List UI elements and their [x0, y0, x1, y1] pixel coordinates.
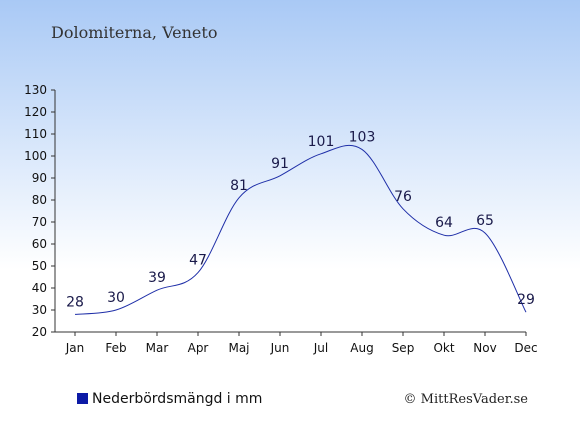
data-label: 64	[435, 215, 453, 231]
data-label: 47	[189, 253, 207, 269]
data-label: 29	[517, 292, 535, 308]
chart-title: Dolomiterna, Veneto	[51, 23, 217, 42]
data-label: 76	[394, 189, 412, 205]
x-tick-label: Mar	[146, 341, 169, 355]
y-tick-label: 120	[24, 105, 47, 119]
data-label: 65	[476, 213, 494, 229]
y-tick-label: 100	[24, 149, 47, 163]
x-axis: Jan Feb Mar Apr Maj Jun Jul Aug Sep Okt Nov Dec	[55, 331, 538, 355]
series-layer	[74, 144, 527, 315]
y-tick-label: 110	[24, 127, 47, 141]
x-tick-label: Nov	[473, 341, 496, 355]
y-tick-label: 40	[32, 281, 47, 295]
data-label: 39	[148, 270, 166, 286]
x-tick-label: Apr	[188, 341, 209, 355]
y-tick-label: 130	[24, 83, 47, 97]
x-tick-label: Feb	[105, 341, 126, 355]
data-label: 101	[308, 134, 335, 150]
x-tick-label: Dec	[514, 341, 537, 355]
y-axis: 20 30 40 50 60 70 80 90 100 110 120 130	[24, 83, 56, 339]
x-tick-label: Aug	[350, 341, 373, 355]
data-labels: 28 30 39 47 81 91 101 103 76 64 65 29	[66, 129, 535, 310]
legend-label: Nederbördsmängd i mm	[92, 391, 262, 407]
series-line	[74, 144, 527, 315]
credit-text: © MittResVader.se	[404, 392, 529, 407]
x-tick-label: Jan	[65, 341, 85, 355]
x-tick-label: Jul	[313, 341, 328, 355]
x-tick-label: Jun	[270, 341, 290, 355]
legend-swatch	[77, 393, 88, 404]
data-label: 103	[349, 129, 376, 145]
x-tick-label: Sep	[392, 341, 415, 355]
x-tick-label: Maj	[228, 341, 249, 355]
y-tick-label: 90	[32, 171, 47, 185]
y-tick-label: 20	[32, 325, 47, 339]
x-tick-label: Okt	[433, 341, 454, 355]
data-label: 81	[230, 178, 248, 194]
data-label: 30	[107, 290, 125, 306]
y-tick-label: 70	[32, 215, 47, 229]
y-tick-label: 80	[32, 193, 47, 207]
data-label: 28	[66, 294, 84, 310]
y-tick-label: 60	[32, 237, 47, 251]
data-label: 91	[271, 156, 289, 172]
y-tick-label: 50	[32, 259, 47, 273]
y-tick-label: 30	[32, 303, 47, 317]
